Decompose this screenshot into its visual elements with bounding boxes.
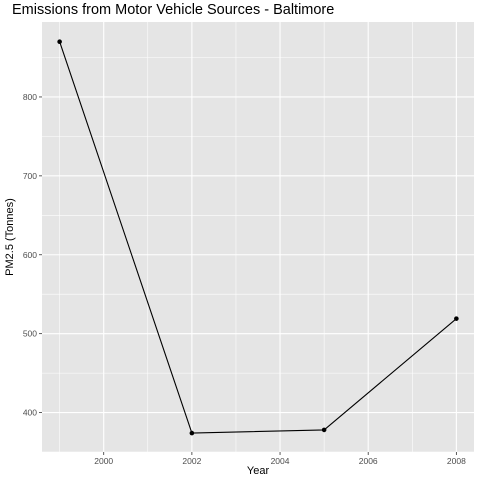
data-point: [189, 430, 195, 436]
y-tick-label: 400: [23, 408, 37, 418]
chart-title: Emissions from Motor Vehicle Sources - B…: [12, 2, 335, 18]
series-line: [59, 41, 457, 434]
y-tick-label: 700: [23, 171, 37, 181]
x-tick-label: 2006: [359, 456, 378, 466]
x-tick-label: 2004: [271, 456, 290, 466]
x-tick-label: 2002: [182, 456, 201, 466]
x-axis-title: Year: [247, 465, 270, 477]
y-axis-ticks: 400 500 600 700 800: [23, 92, 42, 418]
major-gridlines: [42, 22, 474, 452]
data-point: [57, 39, 62, 45]
y-tick-label: 600: [23, 250, 37, 260]
y-tick-label: 500: [23, 329, 37, 339]
x-tick-label: 2008: [447, 456, 466, 466]
y-tick-label: 800: [23, 92, 37, 102]
data-points: [57, 39, 459, 436]
data-point: [321, 427, 327, 433]
x-axis-ticks: 2000 2002 2004 2006 2008: [94, 452, 466, 466]
plot-panel: [42, 22, 474, 452]
minor-gridlines: [42, 22, 474, 453]
y-axis-title: PM2.5 (Tonnes): [4, 198, 16, 276]
x-tick-label: 2000: [94, 456, 113, 466]
data-point: [454, 316, 459, 321]
